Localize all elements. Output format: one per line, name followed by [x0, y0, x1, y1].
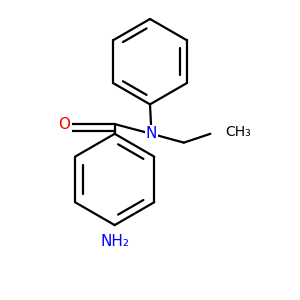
Text: O: O: [58, 117, 70, 132]
Text: NH₂: NH₂: [100, 234, 129, 249]
Text: CH₃: CH₃: [225, 125, 251, 139]
Text: N: N: [146, 126, 157, 141]
